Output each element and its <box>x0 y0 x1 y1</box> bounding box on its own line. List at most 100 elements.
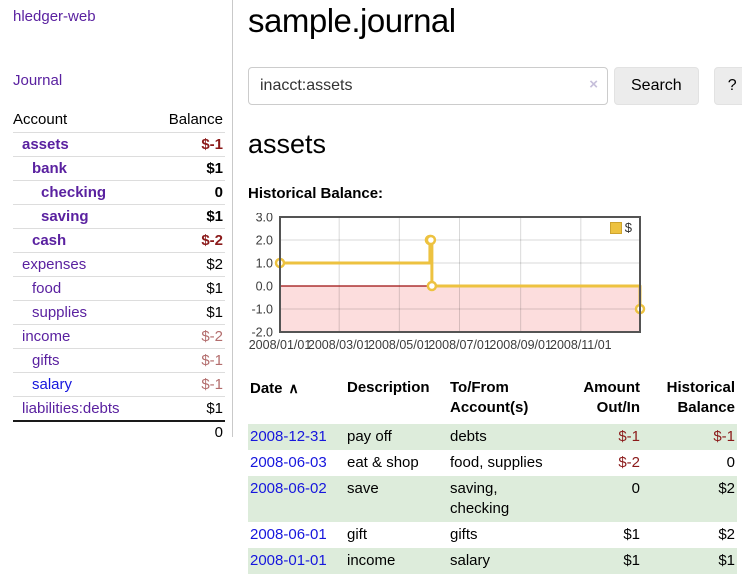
account-link[interactable]: income <box>22 328 71 345</box>
svg-text:-2.0: -2.0 <box>251 326 273 340</box>
transaction-row: 2008-01-01 income salary $1 $1 <box>248 548 737 574</box>
svg-text:1.0: 1.0 <box>256 257 273 271</box>
search-field-wrapper: × <box>248 67 608 105</box>
account-balance: $-2 <box>152 324 225 349</box>
svg-text:2008/07/01: 2008/07/01 <box>428 338 491 352</box>
chart-legend: $ <box>607 220 634 235</box>
transaction-row: 2008-06-02 save saving, checking 0 $2 <box>248 476 737 522</box>
transaction-amount: $-1 <box>618 428 640 445</box>
svg-text:3.0: 3.0 <box>256 213 273 225</box>
account-heading: assets <box>248 129 327 159</box>
legend-label: $ <box>624 220 632 235</box>
date-header-label: Date <box>250 380 283 397</box>
balance-column-header: Balance <box>152 108 225 133</box>
transaction-description: income <box>347 552 396 569</box>
account-link[interactable]: cash <box>32 232 67 249</box>
transaction-accounts: debts <box>450 428 487 445</box>
transaction-balance: $2 <box>718 526 735 543</box>
account-row-bank: bank $1 <box>13 156 225 181</box>
account-link[interactable]: salary <box>32 376 73 393</box>
account-balance: $-1 <box>152 348 225 373</box>
svg-text:2008/11/01: 2008/11/01 <box>550 338 612 352</box>
help-button[interactable]: ? <box>713 67 742 105</box>
account-row-checking: checking 0 <box>13 180 225 205</box>
account-balance: 0 <box>152 180 225 205</box>
transaction-date-link[interactable]: 2008-06-01 <box>250 526 327 543</box>
amount-column-header: Amount Out/In <box>583 379 640 416</box>
search-button[interactable]: Search <box>614 67 699 105</box>
accounts-header-row: Account Balance <box>13 108 225 133</box>
account-link[interactable]: saving <box>41 208 89 225</box>
transaction-description: gift <box>347 526 368 543</box>
account-link[interactable]: checking <box>41 184 107 201</box>
transaction-accounts: food, supplies <box>450 454 543 471</box>
sort-ascending-icon: ∧ <box>288 380 299 396</box>
search-input[interactable] <box>248 67 608 105</box>
transaction-balance: $2 <box>718 480 735 497</box>
date-column-header[interactable]: Date ∧ <box>248 376 345 424</box>
account-balance: $1 <box>152 204 225 229</box>
accounts-total-value: 0 <box>152 420 225 444</box>
account-row-food: food $1 <box>13 276 225 301</box>
transaction-accounts: salary <box>450 552 491 569</box>
chart-title: Historical Balance: <box>248 185 384 202</box>
transaction-date-link[interactable]: 2008-01-01 <box>250 552 327 569</box>
transaction-date-link[interactable]: 2008-12-31 <box>250 428 327 445</box>
svg-text:2008/01/01: 2008/01/01 <box>249 338 312 352</box>
transaction-description: eat & shop <box>347 454 419 471</box>
transaction-row: 2008-12-31 pay off debts $-1 $-1 <box>248 424 737 450</box>
transaction-amount: $1 <box>623 552 640 569</box>
account-row-gifts: gifts $-1 <box>13 348 225 373</box>
transaction-date-link[interactable]: 2008-06-03 <box>250 454 327 471</box>
legend-swatch-icon <box>609 221 622 234</box>
register-header-row: Date ∧ Description To/From Account(s) Amo… <box>248 376 737 424</box>
account-link[interactable]: gifts <box>32 352 60 369</box>
account-balance: $1 <box>152 300 225 325</box>
transaction-description: pay off <box>347 428 392 445</box>
account-balance: $-1 <box>152 132 225 157</box>
description-column-header: Description <box>347 379 430 396</box>
transaction-amount: 0 <box>631 480 640 497</box>
account-row-cash: cash $-2 <box>13 228 225 253</box>
transaction-accounts: gifts <box>450 526 478 543</box>
nav-journal: Journal <box>13 72 224 89</box>
transaction-row: 2008-06-03 eat & shop food, supplies $-2… <box>248 450 737 476</box>
transaction-amount: $1 <box>623 526 640 543</box>
account-row-liabilities-debts: liabilities:debts $1 <box>13 396 225 422</box>
account-balance: $1 <box>152 396 225 422</box>
account-row-expenses: expenses $2 <box>13 252 225 277</box>
accounts-column-header: To/From Account(s) <box>450 379 529 416</box>
account-link[interactable]: liabilities:debts <box>22 400 120 417</box>
account-link[interactable]: expenses <box>22 256 87 273</box>
transaction-balance: $1 <box>718 552 735 569</box>
account-balance: $2 <box>152 252 225 277</box>
account-link[interactable]: bank <box>32 160 68 177</box>
svg-text:2008/03/01: 2008/03/01 <box>308 338 371 352</box>
sidebar: hledger-web Journal Account Balance asse… <box>0 0 233 444</box>
svg-text:2.0: 2.0 <box>256 234 273 248</box>
account-row-income: income $-2 <box>13 324 225 349</box>
transaction-amount: $-2 <box>618 454 640 471</box>
svg-text:2008/09/01: 2008/09/01 <box>489 338 552 352</box>
account-row-saving: saving $1 <box>13 204 225 229</box>
svg-text:-1.0: -1.0 <box>251 303 273 317</box>
transaction-row: 2008-06-01 gift gifts $1 $2 <box>248 522 737 548</box>
svg-text:0.0: 0.0 <box>256 280 273 294</box>
account-row-assets: assets $-1 <box>13 132 225 157</box>
transaction-accounts: saving, checking <box>450 480 510 517</box>
historical-balance-chart: 3.0 2.0 1.0 0.0 -1.0 -2.0 2008/01/01 2008/03/01… <box>248 213 648 355</box>
chart-canvas: 3.0 2.0 1.0 0.0 -1.0 -2.02008/01/012008/03/01… <box>249 213 646 352</box>
balance-column-header: Historical Balance <box>666 379 735 416</box>
account-balance: $-2 <box>152 228 225 253</box>
clear-search-icon[interactable]: × <box>589 76 598 93</box>
journal-link[interactable]: Journal <box>13 72 63 89</box>
app-brand[interactable]: hledger-web <box>13 8 96 25</box>
transaction-date-link[interactable]: 2008-06-02 <box>250 480 327 497</box>
svg-text:2008/05/01: 2008/05/01 <box>368 338 431 352</box>
account-link[interactable]: supplies <box>32 304 88 321</box>
main-content: sample.journal × Search ? assets Histori… <box>233 0 742 582</box>
accounts-total-row: 0 <box>13 420 225 444</box>
account-link[interactable]: assets <box>22 136 69 153</box>
search-form: × Search ? <box>248 67 742 105</box>
account-link[interactable]: food <box>32 280 62 297</box>
